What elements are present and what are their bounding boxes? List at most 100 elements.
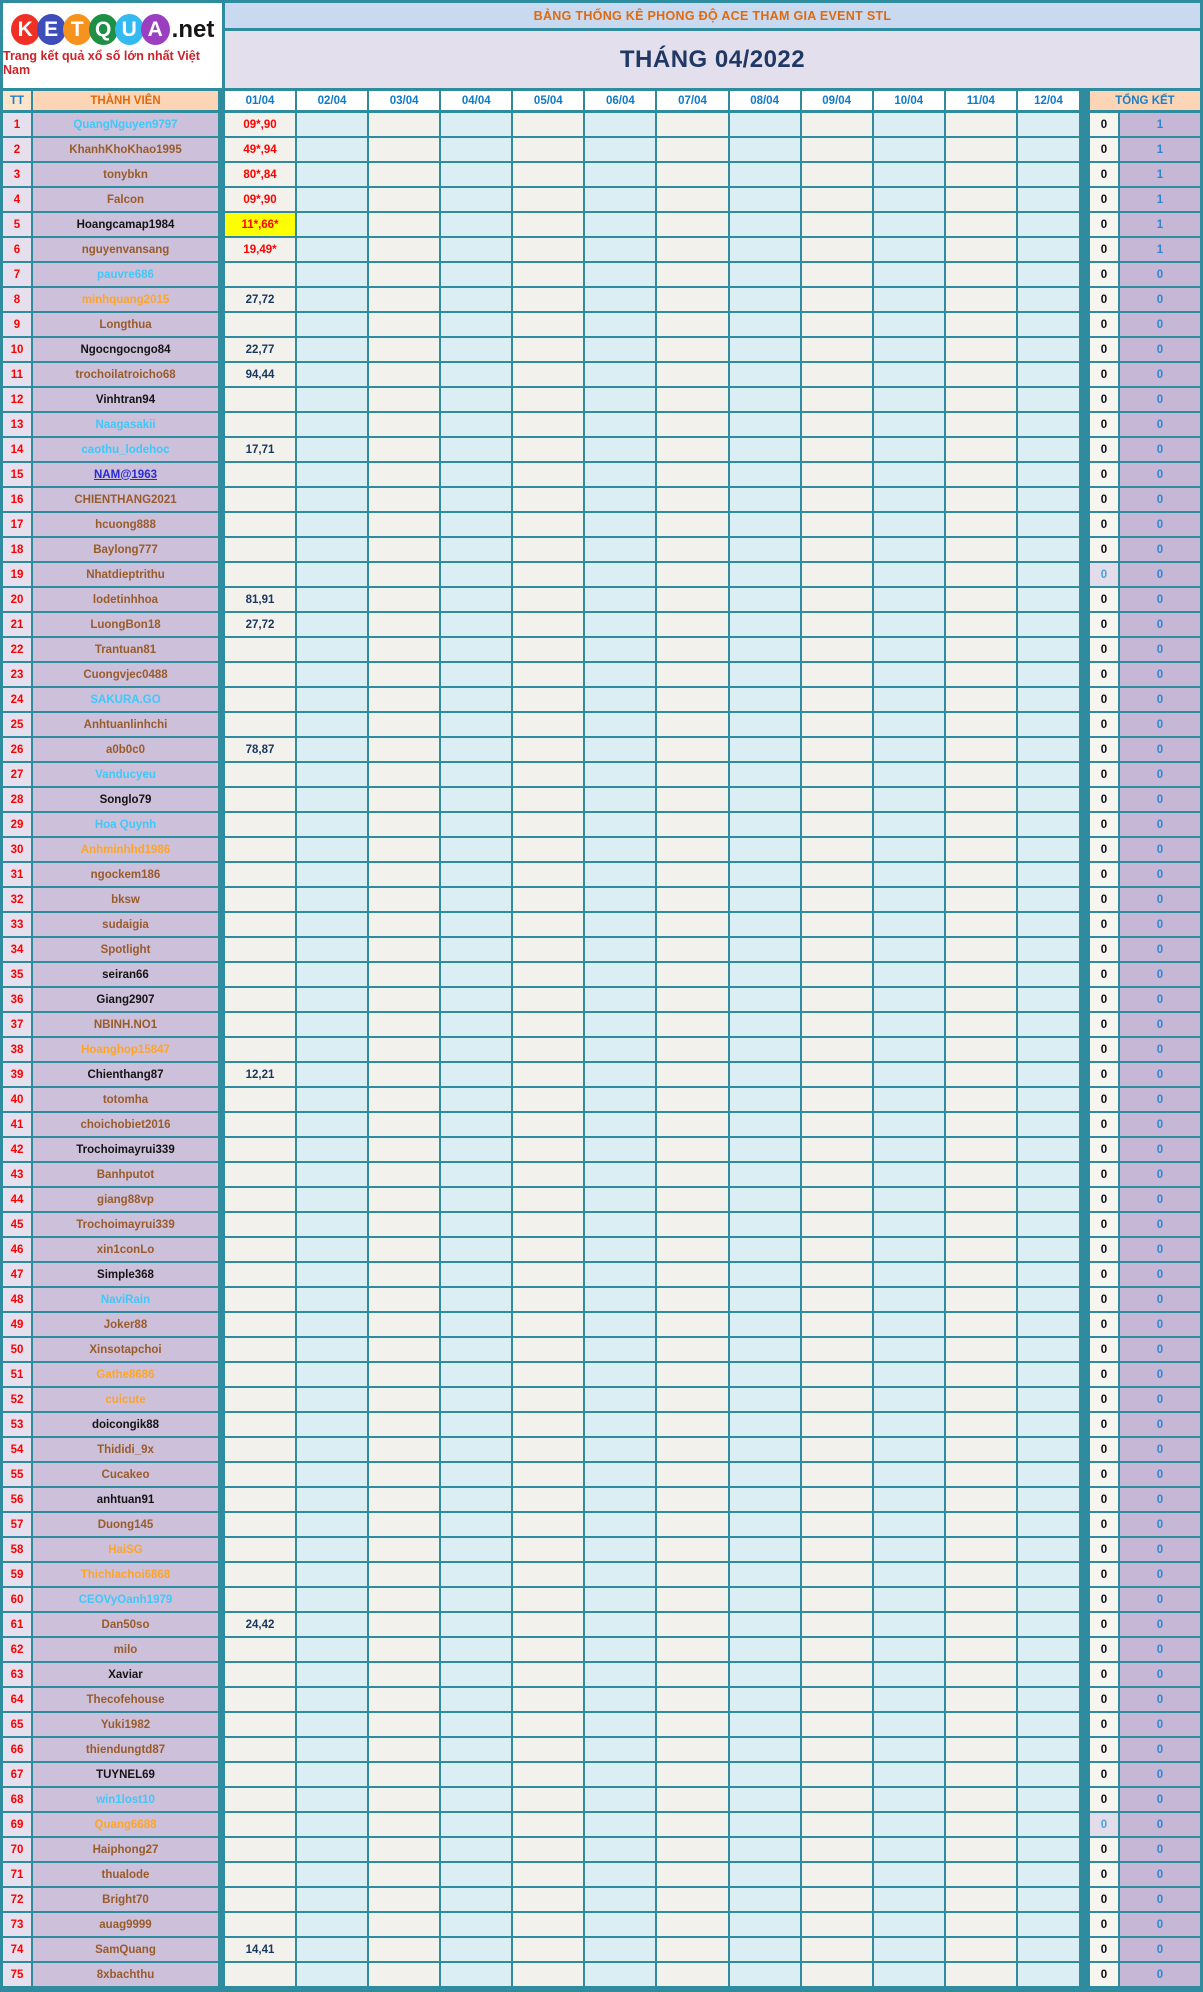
member-name[interactable]: NAM@1963 (33, 463, 225, 488)
member-name[interactable]: SAKURA.GO (33, 688, 225, 713)
member-name[interactable]: Songlo79 (33, 788, 225, 813)
member-name[interactable]: NaviRain (33, 1288, 225, 1313)
member-name[interactable]: Trochoimayrui339 (33, 1213, 225, 1238)
member-name[interactable]: hcuong888 (33, 513, 225, 538)
member-name[interactable]: SamQuang (33, 1938, 225, 1963)
member-name[interactable]: Chienthang87 (33, 1063, 225, 1088)
member-name[interactable]: milo (33, 1638, 225, 1663)
total-count-cell: 0 (1090, 1238, 1120, 1263)
member-name[interactable]: CHIENTHANG2021 (33, 488, 225, 513)
member-name[interactable]: seiran66 (33, 963, 225, 988)
date-cell (873, 888, 946, 913)
member-name[interactable]: Trantuan81 (33, 638, 225, 663)
member-name[interactable]: cuicute (33, 1388, 225, 1413)
member-name[interactable]: caothu_lodehoc (33, 438, 225, 463)
member-name[interactable]: totomha (33, 1088, 225, 1113)
member-name[interactable]: Duong145 (33, 1513, 225, 1538)
member-name[interactable]: Longthua (33, 313, 225, 338)
member-name[interactable]: choichobiet2016 (33, 1113, 225, 1138)
member-name[interactable]: Joker88 (33, 1313, 225, 1338)
member-name[interactable]: Thichlachoi6868 (33, 1563, 225, 1588)
date-cell (729, 1213, 802, 1238)
member-name[interactable]: CEOVyOanh1979 (33, 1588, 225, 1613)
member-name[interactable]: a0b0c0 (33, 738, 225, 763)
member-name[interactable]: LuongBon18 (33, 613, 225, 638)
logo-suffix: .net (171, 15, 215, 43)
member-name[interactable]: Falcon (33, 188, 225, 213)
date-cell (801, 1638, 874, 1663)
member-name[interactable]: Thididi_9x (33, 1438, 225, 1463)
member-name[interactable]: ngockem186 (33, 863, 225, 888)
member-name[interactable]: nguyenvansang (33, 238, 225, 263)
member-name[interactable]: Hoa Quynh (33, 813, 225, 838)
member-name[interactable]: 8xbachthu (33, 1963, 225, 1988)
member-name[interactable]: Cuongvjec0488 (33, 663, 225, 688)
total-count-cell: 0 (1090, 538, 1120, 563)
member-name[interactable]: Banhputot (33, 1163, 225, 1188)
member-name[interactable]: Anhminhhd1986 (33, 838, 225, 863)
date-cell (369, 1338, 442, 1363)
date-cell (369, 938, 442, 963)
date-cell (369, 738, 442, 763)
member-name[interactable]: Gathe8686 (33, 1363, 225, 1388)
member-name[interactable]: HaiSG (33, 1538, 225, 1563)
ketqua-logo[interactable]: K E T Q U A .net Trang kết quả xổ số lớn nhất … (3, 3, 222, 88)
member-name[interactable]: Bright70 (33, 1888, 225, 1913)
member-name[interactable]: Nhatdieptrithu (33, 563, 225, 588)
member-name[interactable]: thiendungtd87 (33, 1738, 225, 1763)
member-name[interactable]: Baylong777 (33, 538, 225, 563)
member-name[interactable]: thualode (33, 1863, 225, 1888)
date-cell (585, 563, 658, 588)
value-cell (225, 638, 297, 663)
member-name[interactable]: trochoilatroicho68 (33, 363, 225, 388)
member-name[interactable]: Naagasakii (33, 413, 225, 438)
member-name[interactable]: minhquang2015 (33, 288, 225, 313)
date-cell (1017, 313, 1090, 338)
member-name[interactable]: Dan50so (33, 1613, 225, 1638)
date-cell (1017, 588, 1090, 613)
member-name[interactable]: bksw (33, 888, 225, 913)
member-name[interactable]: Quang6688 (33, 1813, 225, 1838)
member-name[interactable]: Trochoimayrui339 (33, 1138, 225, 1163)
date-cell (729, 713, 802, 738)
member-name[interactable]: pauvre686 (33, 263, 225, 288)
date-cell (873, 1638, 946, 1663)
member-name[interactable]: giang88vp (33, 1188, 225, 1213)
row-number-cell: 24 (3, 688, 33, 713)
member-name[interactable]: win1lost10 (33, 1788, 225, 1813)
member-name[interactable]: Xinsotapchoi (33, 1338, 225, 1363)
member-name[interactable]: Simple368 (33, 1263, 225, 1288)
member-name[interactable]: Hoangcamap1984 (33, 213, 225, 238)
date-cell (513, 688, 586, 713)
member-name[interactable]: lodetinhhoa (33, 588, 225, 613)
date-cell (729, 988, 802, 1013)
member-name[interactable]: anhtuan91 (33, 1488, 225, 1513)
member-name[interactable]: Thecofehouse (33, 1688, 225, 1713)
member-name[interactable]: Cucakeo (33, 1463, 225, 1488)
member-name[interactable]: xin1conLo (33, 1238, 225, 1263)
member-name[interactable]: Giang2907 (33, 988, 225, 1013)
member-name[interactable]: Yuki1982 (33, 1713, 225, 1738)
date-cell (441, 188, 514, 213)
date-cell (1017, 813, 1090, 838)
member-name[interactable]: QuangNguyen9797 (33, 113, 225, 138)
member-name[interactable]: NBINH.NO1 (33, 1013, 225, 1038)
member-name[interactable]: Ngocngocngo84 (33, 338, 225, 363)
member-name[interactable]: Vanducyeu (33, 763, 225, 788)
member-name[interactable]: auag9999 (33, 1913, 225, 1938)
date-cell (369, 213, 442, 238)
member-name[interactable]: tonybkn (33, 163, 225, 188)
member-name[interactable]: TUYNEL69 (33, 1763, 225, 1788)
member-name[interactable]: doicongik88 (33, 1413, 225, 1438)
total-score-cell: 0 (1120, 1238, 1200, 1263)
date-cell (369, 288, 442, 313)
member-name[interactable]: KhanhKhoKhao1995 (33, 138, 225, 163)
member-name[interactable]: sudaigia (33, 913, 225, 938)
member-name[interactable]: Anhtuanlinhchi (33, 713, 225, 738)
date-cell (729, 213, 802, 238)
member-name[interactable]: Xaviar (33, 1663, 225, 1688)
member-name[interactable]: Vinhtran94 (33, 388, 225, 413)
member-name[interactable]: Hoanghop15847 (33, 1038, 225, 1063)
member-name[interactable]: Haiphong27 (33, 1838, 225, 1863)
member-name[interactable]: Spotlight (33, 938, 225, 963)
